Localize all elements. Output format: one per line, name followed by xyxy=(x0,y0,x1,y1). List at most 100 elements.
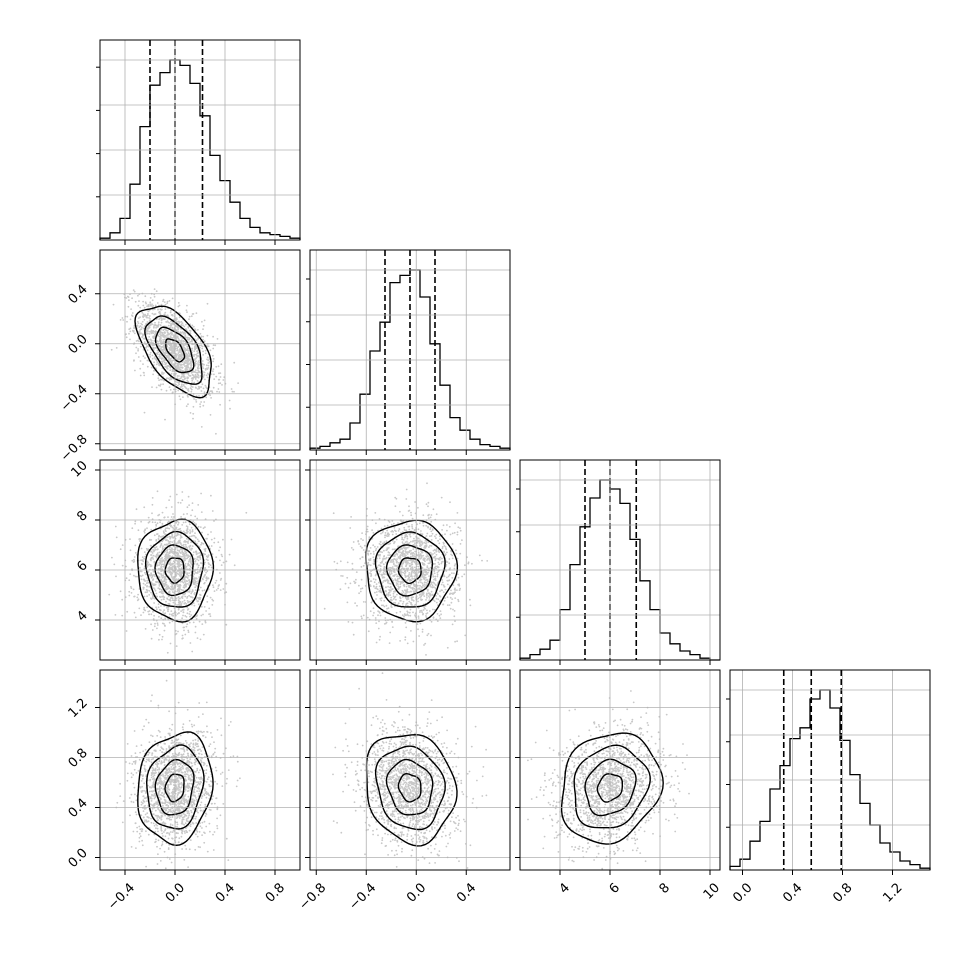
scatter-point xyxy=(139,316,141,318)
scatter-point xyxy=(363,601,365,603)
scatter-point xyxy=(237,382,239,384)
scatter-point xyxy=(141,578,143,580)
scatter-point xyxy=(169,359,171,361)
scatter-point xyxy=(161,319,163,321)
scatter-point xyxy=(115,576,117,578)
scatter-point xyxy=(391,561,393,563)
scatter-point xyxy=(173,353,175,355)
scatter-point xyxy=(419,596,421,598)
scatter-point xyxy=(186,311,188,313)
scatter-point xyxy=(395,505,397,507)
scatter-point xyxy=(216,589,218,591)
scatter-point xyxy=(153,602,155,604)
scatter-point xyxy=(129,538,131,540)
scatter-point xyxy=(140,332,142,334)
scatter-point xyxy=(405,565,407,567)
scatter-point xyxy=(177,534,179,536)
scatter-point xyxy=(170,597,172,599)
scatter-point xyxy=(386,535,388,537)
scatter-point xyxy=(203,553,205,555)
scatter-point xyxy=(245,512,247,514)
scatter-point xyxy=(144,596,146,598)
scatter-point xyxy=(390,597,392,599)
scatter-point xyxy=(155,313,157,315)
scatter-point xyxy=(431,535,433,537)
scatter-point xyxy=(417,598,419,600)
scatter-point xyxy=(386,593,388,595)
scatter-point xyxy=(203,576,205,578)
scatter-point xyxy=(176,597,178,599)
scatter-point xyxy=(147,304,149,306)
scatter-point xyxy=(170,563,172,565)
scatter-point xyxy=(190,541,192,543)
scatter-point xyxy=(147,311,149,313)
scatter-point xyxy=(167,609,169,611)
scatter-point xyxy=(143,506,145,508)
scatter-point xyxy=(402,515,404,517)
scatter-point xyxy=(190,330,192,332)
scatter-point xyxy=(158,312,160,314)
scatter-point xyxy=(188,318,190,320)
scatter-point xyxy=(133,289,135,291)
scatter-point xyxy=(421,610,423,612)
scatter-point xyxy=(202,351,204,353)
scatter-point xyxy=(194,586,196,588)
scatter-point xyxy=(158,576,160,578)
scatter-point xyxy=(156,596,158,598)
scatter-point xyxy=(340,560,342,562)
scatter-point xyxy=(408,577,410,579)
scatter-point xyxy=(176,494,178,496)
scatter-point xyxy=(410,560,412,562)
scatter-point xyxy=(131,560,133,562)
scatter-point xyxy=(162,329,164,331)
scatter-point xyxy=(113,304,115,306)
scatter-point xyxy=(198,377,200,379)
scatter-point xyxy=(181,551,183,553)
scatter-point xyxy=(163,517,165,519)
scatter-point xyxy=(172,298,174,300)
scatter-point xyxy=(144,529,146,531)
scatter-point xyxy=(158,538,160,540)
scatter-point xyxy=(168,555,170,557)
scatter-point xyxy=(362,587,364,589)
scatter-point xyxy=(407,643,409,645)
scatter-point xyxy=(201,623,203,625)
scatter-points-2-1 xyxy=(324,482,488,655)
scatter-point xyxy=(113,564,115,566)
scatter-point xyxy=(185,532,187,534)
scatter-point xyxy=(406,541,408,543)
scatter-point xyxy=(148,336,150,338)
scatter-point xyxy=(164,354,166,356)
scatter-point xyxy=(190,365,192,367)
scatter-point xyxy=(452,543,454,545)
scatter-point xyxy=(145,628,147,630)
scatter-point xyxy=(163,532,165,534)
scatter-point xyxy=(183,609,185,611)
scatter-point xyxy=(207,303,209,305)
scatter-point xyxy=(450,597,452,599)
scatter-point xyxy=(176,604,178,606)
scatter-point xyxy=(134,333,136,335)
scatter-point xyxy=(182,637,184,639)
scatter-point xyxy=(186,626,188,628)
scatter-point xyxy=(213,378,215,380)
scatter-point xyxy=(435,537,437,539)
scatter-point xyxy=(218,365,220,367)
scatter-point xyxy=(147,321,149,323)
scatter-point xyxy=(141,312,143,314)
scatter-point xyxy=(167,516,169,518)
scatter-point xyxy=(160,567,162,569)
scatter-point xyxy=(422,613,424,615)
scatter-point xyxy=(160,579,162,581)
scatter-point xyxy=(443,584,445,586)
scatter-point xyxy=(144,551,146,553)
scatter-point xyxy=(410,630,412,632)
scatter-point xyxy=(402,590,404,592)
scatter-point xyxy=(171,349,173,351)
scatter-point xyxy=(440,610,442,612)
scatter-point xyxy=(381,528,383,530)
scatter-point xyxy=(187,377,189,379)
scatter-point xyxy=(151,557,153,559)
scatter-point xyxy=(431,514,433,516)
scatter-point xyxy=(180,516,182,518)
